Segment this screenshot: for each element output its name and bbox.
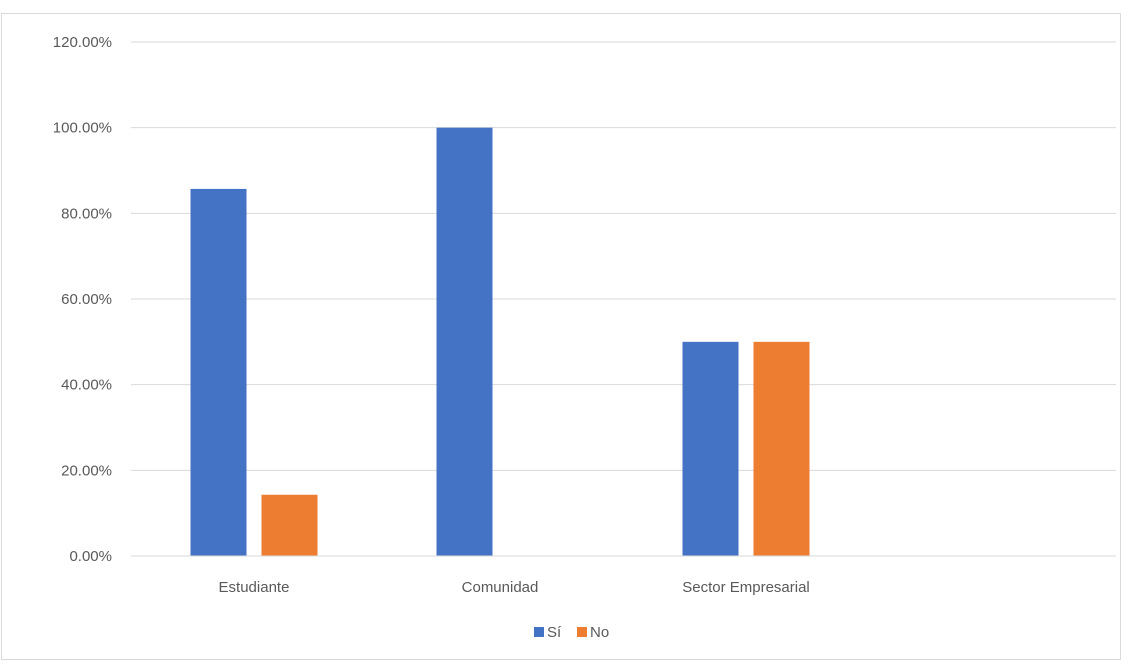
y-tick-label: 80.00% (61, 205, 112, 222)
legend-swatch (534, 627, 544, 637)
bar-no-sector-empresarial (753, 341, 810, 556)
y-tick-label: 0.00% (69, 548, 112, 565)
y-axis-ticks: 0.00% 20.00% 40.00% 60.00% 80.00% 100.00% 120.… (53, 34, 112, 565)
x-axis-ticks: Estudiante Comunidad Sector Empresarial (219, 579, 810, 596)
bar-no-estudiante (261, 494, 318, 556)
x-tick-label: Sector Empresarial (682, 579, 810, 596)
bar-si-estudiante (190, 188, 247, 556)
bar-si-comunidad (436, 127, 493, 557)
legend-swatch (577, 627, 587, 637)
legend: Sí No (534, 624, 609, 641)
y-tick-label: 40.00% (61, 377, 112, 394)
gridlines (131, 41, 1116, 557)
x-tick-label: Comunidad (462, 579, 539, 596)
bars (131, 127, 1116, 557)
x-tick-label: Estudiante (219, 579, 290, 596)
y-tick-label: 60.00% (61, 291, 112, 308)
bar-si-sector-empresarial (682, 341, 739, 556)
legend-label: Sí (547, 624, 562, 641)
y-tick-label: 100.00% (53, 120, 112, 137)
legend-label: No (590, 624, 609, 641)
y-tick-label: 20.00% (61, 462, 112, 479)
chart-frame (1, 13, 1121, 660)
y-tick-label: 120.00% (53, 34, 112, 51)
